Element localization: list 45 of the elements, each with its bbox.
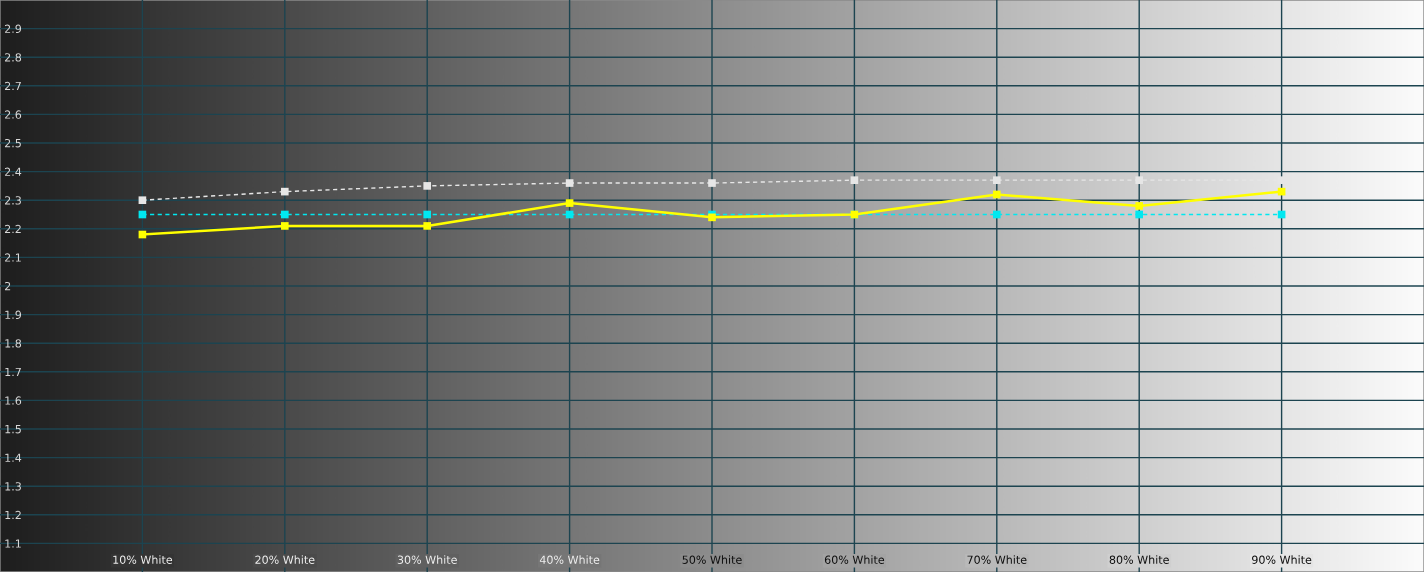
x-tick-label: 30% White [397,555,457,564]
point [138,196,147,205]
y-tick-label: 1.6 [5,396,22,405]
x-tick-label: 90% White [1252,555,1312,564]
y-tick-label: 2 [4,281,11,291]
point [280,187,289,196]
point [423,210,432,219]
point [1135,202,1144,210]
y-tick-label: 2.8 [4,53,22,62]
x-tick-label: 20% White [255,555,315,564]
y-tick-label: 1.1 [5,539,21,548]
point [1135,176,1144,184]
y-tick-label: 1.5 [5,425,21,434]
point [565,199,574,207]
point [565,179,574,187]
y-tick-label: 1.4 [5,453,22,462]
x-tick-label: 40% White [539,555,600,564]
point [850,176,859,184]
x-tick-label: 60% White [824,555,885,564]
y-tick-label: 2.6 [4,110,22,119]
y-tick-label: 2.9 [4,24,22,33]
point [992,176,1001,184]
point [992,190,1001,199]
point [280,222,289,230]
x-tick-label: 80% White [1109,555,1169,564]
point [992,210,1001,219]
x-tick-label: 70% White [967,555,1027,564]
y-tick-label: 1.3 [5,482,21,491]
x-tick-label: 10% White [113,555,173,564]
y-tick-label: 2.4 [4,167,22,176]
y-tick-label: 2.5 [4,138,21,148]
point [423,222,432,230]
y-tick-label: 1.8 [5,339,22,348]
y-tick-label: 1.2 [5,510,21,520]
point [423,182,432,190]
y-tick-label: 1.7 [5,367,21,377]
point [708,179,716,187]
y-tick-label: 2.2 [4,224,21,234]
y-tick-label: 2.3 [4,196,21,205]
y-tick-label: 2.7 [4,81,21,91]
point [1135,210,1144,219]
x-tick-label: 50% White [682,555,742,564]
y-tick-label: 2.1 [4,253,21,262]
point [280,210,289,219]
y-tick-label: 1.9 [5,310,22,319]
